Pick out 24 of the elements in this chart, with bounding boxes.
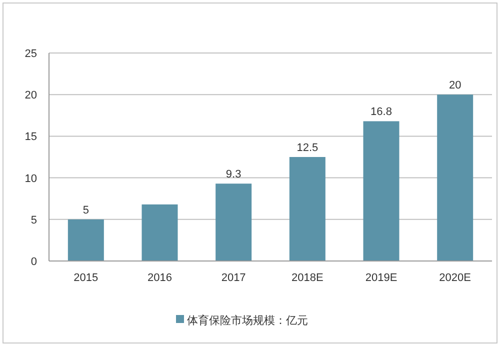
legend-label: 体育保险市场规模：亿元 bbox=[187, 314, 308, 327]
y-tick-label: 20 bbox=[24, 90, 37, 102]
text: 9.3 bbox=[226, 168, 242, 181]
bar bbox=[289, 157, 326, 261]
x-tick-label: 2016 bbox=[148, 272, 172, 284]
x-tick-label: 2017 bbox=[221, 272, 246, 284]
bar bbox=[216, 184, 252, 261]
x-tick-label: 2018E bbox=[292, 272, 324, 284]
y-tick-label: 0 bbox=[30, 256, 37, 268]
x-tick-label: 2020E bbox=[439, 272, 471, 284]
text: 12.5 bbox=[296, 142, 318, 154]
text: 20 bbox=[448, 80, 462, 92]
bar bbox=[142, 204, 178, 261]
y-tick-label: 15 bbox=[24, 131, 37, 144]
bar bbox=[363, 121, 400, 261]
text: 5 bbox=[82, 204, 89, 216]
bar bbox=[68, 219, 104, 261]
bar bbox=[437, 94, 474, 261]
y-tick-label: 25 bbox=[24, 48, 37, 60]
y-tick-label: 5 bbox=[30, 214, 37, 226]
x-tick-label: 2019E bbox=[365, 272, 398, 284]
text: 16.8 bbox=[370, 106, 392, 118]
y-tick-label: 10 bbox=[24, 172, 37, 185]
x-tick-label: 2015 bbox=[74, 272, 98, 284]
